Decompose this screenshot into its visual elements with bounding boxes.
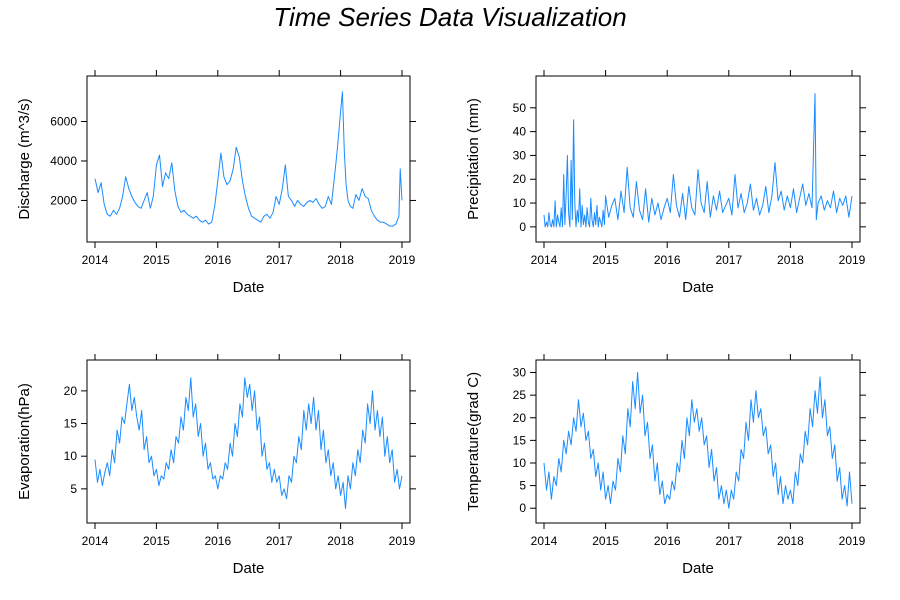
discharge-series-line xyxy=(94,91,403,227)
temperature-y-tick-label: 10 xyxy=(513,456,527,470)
temperature-x-tick-label: 2018 xyxy=(777,534,804,548)
temperature-y-axis-label: Temperature(grad C) xyxy=(465,372,482,511)
precipitation-y-tick-label: 40 xyxy=(513,125,527,139)
temperature-x-tick-label: 2014 xyxy=(531,534,558,548)
temperature-y-tick-label: 15 xyxy=(513,433,527,447)
precipitation-x-tick-label: 2018 xyxy=(777,253,804,267)
discharge-x-tick-label: 2017 xyxy=(266,253,293,267)
temperature-x-axis-label: Date xyxy=(682,560,714,577)
precipitation-x-tick-label: 2014 xyxy=(531,253,558,267)
discharge-x-tick-label: 2018 xyxy=(327,253,354,267)
temperature-x-tick-label: 2015 xyxy=(592,534,619,548)
evaporation-y-axis-label: Evaporation(hPa) xyxy=(16,383,33,500)
discharge-y-tick-label: 2000 xyxy=(50,193,77,207)
precipitation-y-tick-label: 0 xyxy=(519,220,526,234)
precipitation-y-tick-label: 30 xyxy=(513,148,527,162)
precipitation-y-axis-label: Precipitation (mm) xyxy=(465,98,482,220)
temperature-y-tick-label: 30 xyxy=(513,366,527,380)
evaporation-y-tick-label: 10 xyxy=(64,449,78,463)
temperature-x-tick-label: 2019 xyxy=(839,534,866,548)
precipitation-x-tick-label: 2015 xyxy=(592,253,619,267)
evaporation-x-axis-label: Date xyxy=(233,560,265,577)
discharge-x-axis-label: Date xyxy=(233,279,265,296)
precipitation-y-tick-label: 10 xyxy=(513,196,527,210)
discharge-x-tick-label: 2019 xyxy=(389,253,416,267)
precipitation-x-tick-label: 2017 xyxy=(715,253,742,267)
precipitation-y-tick-label: 50 xyxy=(513,101,527,115)
precipitation-x-tick-label: 2016 xyxy=(654,253,681,267)
evaporation-y-tick-label: 15 xyxy=(64,417,78,431)
evaporation-x-tick-label: 2018 xyxy=(327,534,354,548)
evaporation-y-tick-label: 5 xyxy=(70,482,77,496)
temperature-y-tick-label: 5 xyxy=(519,479,526,493)
temperature-x-tick-label: 2016 xyxy=(654,534,681,548)
evaporation-plot-frame xyxy=(86,359,411,524)
evaporation-x-tick-label: 2014 xyxy=(82,534,109,548)
evaporation-x-tick-label: 2016 xyxy=(204,534,231,548)
evaporation-series-line xyxy=(94,377,403,509)
precipitation-x-tick-label: 2019 xyxy=(839,253,866,267)
temperature-y-tick-label: 20 xyxy=(513,411,527,425)
evaporation-y-tick-label: 20 xyxy=(64,384,78,398)
evaporation-x-tick-label: 2017 xyxy=(266,534,293,548)
temperature-y-tick-label: 25 xyxy=(513,388,527,402)
temperature-x-tick-label: 2017 xyxy=(715,534,742,548)
temperature-y-tick-label: 0 xyxy=(519,501,526,515)
discharge-x-tick-label: 2016 xyxy=(204,253,231,267)
discharge-y-tick-label: 4000 xyxy=(50,154,77,168)
evaporation-x-tick-label: 2015 xyxy=(143,534,170,548)
discharge-x-tick-label: 2014 xyxy=(82,253,109,267)
discharge-y-axis-label: Discharge (m^3/s) xyxy=(16,98,33,219)
discharge-x-tick-label: 2015 xyxy=(143,253,170,267)
temperature-series-line xyxy=(543,372,853,509)
temperature-plot-frame xyxy=(535,359,861,524)
precipitation-x-axis-label: Date xyxy=(682,279,714,296)
evaporation-x-tick-label: 2019 xyxy=(389,534,416,548)
precipitation-plot-frame xyxy=(535,75,861,243)
precipitation-series-line xyxy=(543,93,853,228)
discharge-plot-frame xyxy=(86,75,411,243)
main-title: Time Series Data Visualization xyxy=(273,2,627,32)
discharge-y-tick-label: 6000 xyxy=(50,115,77,129)
precipitation-y-tick-label: 20 xyxy=(513,172,527,186)
